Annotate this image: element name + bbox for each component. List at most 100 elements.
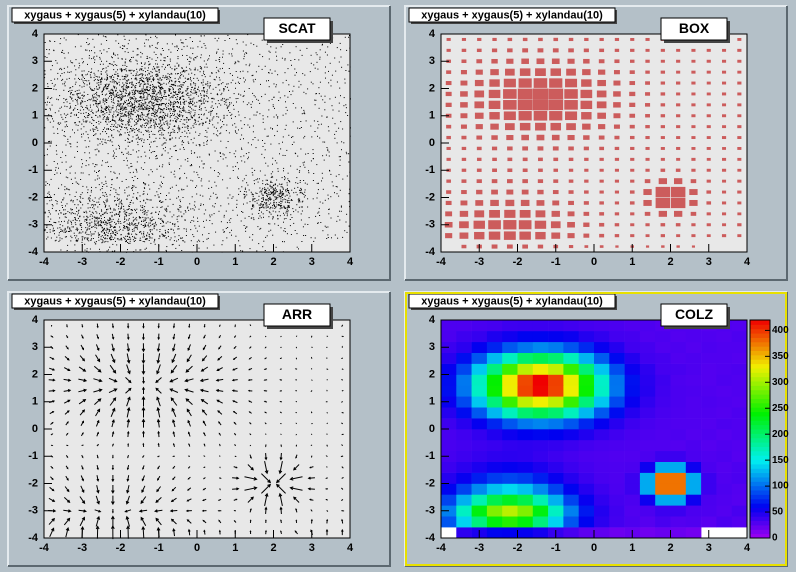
scatter-dot (146, 77, 148, 79)
scatter-dot (216, 76, 217, 78)
scatter-dot (146, 86, 148, 88)
scatter-dot (185, 90, 187, 92)
scatter-dot (231, 229, 232, 231)
scatter-dot (124, 100, 126, 102)
scatter-dot (133, 70, 135, 72)
scatter-dot (109, 227, 111, 228)
scatter-dot (223, 101, 225, 102)
scatter-dot (120, 120, 122, 122)
scatter-dot (172, 128, 174, 130)
scatter-dot (161, 86, 163, 88)
scatter-dot (336, 220, 338, 222)
box (706, 157, 711, 161)
scatter-dot (97, 223, 99, 225)
scatter-dot (151, 102, 153, 104)
scatter-dot (123, 221, 125, 223)
scatter-dot (78, 121, 80, 123)
scatter-dot (73, 226, 74, 228)
scatter-dot (98, 221, 99, 223)
scatter-dot (156, 229, 158, 231)
scatter-dot (226, 165, 228, 167)
scatter-dot (141, 53, 143, 55)
scatter-dot (111, 74, 113, 76)
scatter-dot (270, 180, 272, 182)
scatter-dot (188, 209, 190, 211)
scatter-dot (110, 208, 112, 210)
scatter-dot (108, 48, 110, 49)
scatter-dot (97, 206, 99, 208)
scatter-dot (159, 201, 161, 202)
scatter-dot (87, 198, 89, 200)
scatter-dot (175, 80, 177, 82)
scatter-dot (141, 62, 142, 64)
scatter-dot (98, 96, 100, 98)
scatter-dot (304, 135, 306, 137)
scatter-dot (269, 185, 271, 187)
scatter-dot (270, 127, 272, 129)
scatter-dot (199, 116, 200, 118)
scatter-dot (203, 114, 205, 116)
scatter-dot (134, 99, 136, 101)
scatter-dot (136, 63, 138, 65)
scatter-dot (102, 194, 104, 196)
scatter-dot (202, 102, 204, 104)
scatter-dot (111, 120, 113, 121)
scatter-dot (155, 137, 157, 139)
box (737, 157, 742, 161)
scatter-dot (102, 228, 104, 230)
scatter-dot (167, 56, 169, 57)
scatter-dot (154, 239, 156, 241)
scatter-dot (335, 175, 337, 177)
scatter-dot (144, 119, 145, 121)
scatter-dot (139, 119, 141, 121)
scatter-dot (127, 195, 129, 197)
scatter-dot (112, 137, 114, 139)
scatter-dot (80, 45, 82, 47)
scatter-dot (155, 156, 157, 157)
scatter-dot (49, 98, 51, 100)
scatter-dot (80, 225, 82, 227)
scatter-dot (163, 137, 165, 139)
scatter-dot (117, 34, 119, 36)
scatter-dot (175, 91, 177, 93)
scatter-dot (128, 238, 130, 240)
scatter-dot (339, 210, 340, 212)
scatter-dot (155, 60, 157, 61)
scatter-dot (173, 111, 175, 113)
scatter-dot (112, 243, 114, 245)
scatter-dot (104, 206, 106, 208)
scatter-dot (44, 127, 46, 129)
scatter-dot (187, 112, 189, 114)
scatter-dot (283, 218, 285, 220)
scatter-dot (63, 89, 65, 91)
scatter-dot (275, 246, 277, 248)
scatter-dot (182, 197, 184, 198)
scatter-dot (269, 193, 271, 195)
scatter-dot (193, 126, 195, 128)
scatter-dot (270, 206, 272, 208)
scatter-dot (174, 77, 176, 79)
scatter-dot (56, 203, 58, 205)
scatter-dot (127, 138, 129, 140)
scatter-dot (284, 208, 286, 209)
scatter-dot (101, 226, 103, 228)
scatter-dot (62, 49, 64, 51)
scatter-dot (141, 105, 143, 107)
scatter-dot (110, 235, 112, 237)
scatter-dot (77, 34, 79, 36)
scatter-dot (168, 126, 170, 128)
scatter-dot (139, 68, 141, 70)
scatter-dot (69, 228, 71, 230)
scatter-dot (80, 128, 82, 130)
scatter-dot (277, 224, 279, 226)
scatter-dot (177, 96, 179, 98)
scatter-dot (110, 229, 112, 231)
scatter-dot (295, 182, 297, 184)
pad-title: xygaus + xygaus(5) + xylandau(10) (24, 9, 206, 21)
scatter-dot (178, 239, 179, 241)
scatter-dot (100, 121, 102, 123)
scatter-dot (117, 238, 119, 240)
scatter-dot (68, 219, 70, 221)
scatter-dot (156, 37, 158, 39)
scatter-dot (158, 104, 160, 106)
